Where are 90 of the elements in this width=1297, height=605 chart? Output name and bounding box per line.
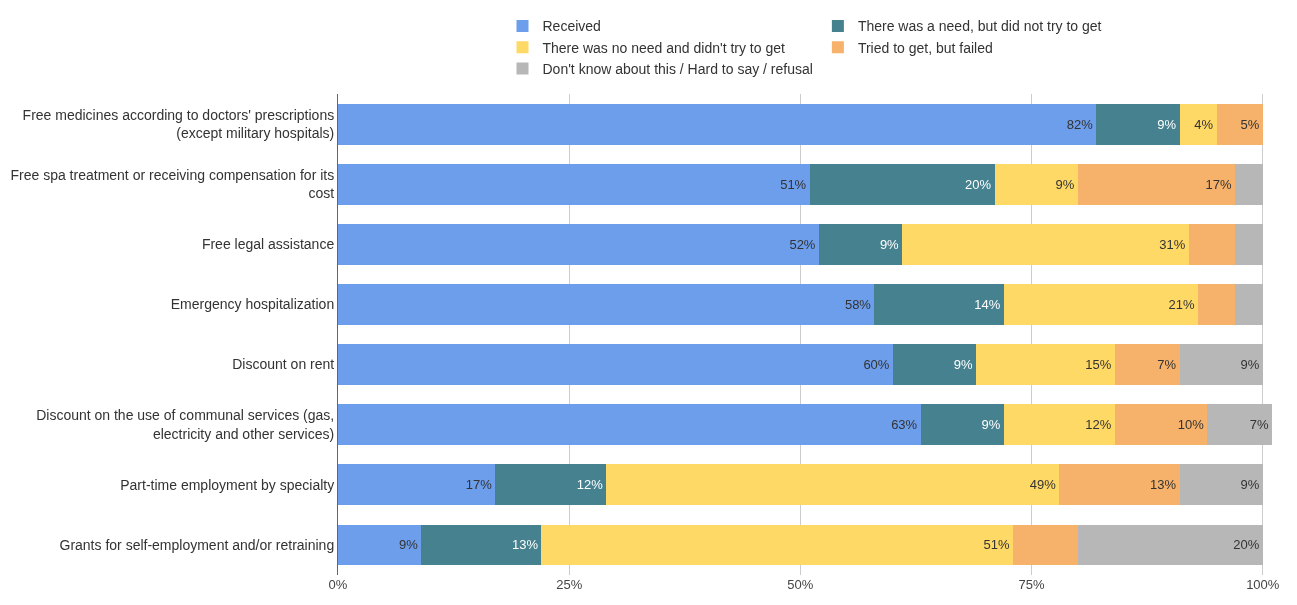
bar [1114,404,1208,446]
bar [338,404,921,446]
x-tick-label: 50% [787,577,814,592]
bar [1207,404,1272,446]
data-label: 12% [1085,417,1112,433]
data-label: 9% [981,417,1001,433]
y-tick-label: Free medicines according to doctors' prescriptions (except military hospitals) [22,106,335,142]
bar [874,284,1004,325]
data-label: 63% [891,417,918,433]
bar [1198,284,1236,325]
bar [338,284,875,325]
data-label: 7% [1249,417,1269,433]
data-label: 4% [1194,116,1214,132]
data-label: 20% [965,176,992,192]
data-label: 13% [1150,477,1177,493]
bar [338,464,496,506]
legend-label: Received [542,18,601,35]
legend-label: There was no need and didn't try to get [542,39,785,56]
data-label: 9% [399,537,419,553]
bar [338,163,810,205]
bar [1179,103,1217,145]
data-label: 9% [1240,357,1260,373]
bar [1077,163,1236,205]
y-tick-label: Part-time employment by specialty [120,476,335,493]
bar [976,344,1115,386]
data-label: 17% [465,477,493,493]
data-label: 21% [1168,296,1196,312]
x-tick-label: 25% [556,577,583,592]
x-tick-label: 75% [1018,577,1045,592]
bar [606,464,1060,506]
bar [1077,524,1263,566]
bar [1114,344,1180,386]
bar [920,404,1004,446]
legend-label: Tried to get, but failed [857,39,993,56]
data-label: 13% [511,537,539,553]
bar [1059,464,1180,506]
bar [1013,524,1078,566]
data-label: 10% [1177,417,1205,433]
y-tick-label: Discount on the use of communal services (gas, electricity and other services) [36,407,335,442]
data-label: 58% [844,296,872,312]
legend-label: There was a need, but did not try to get [857,18,1102,35]
data-label: 52% [789,236,816,252]
bar [1003,284,1199,325]
data-label: 9% [1055,176,1075,192]
y-tick-label: Free legal assistance [201,236,335,253]
x-tick-label: 0% [328,577,348,592]
bar [541,524,1014,566]
bar [994,163,1078,205]
bar [892,344,977,386]
y-tick-label: Grants for self-employment and/or retraining [59,536,335,553]
y-tick-label: Emergency hospitalization [170,296,335,313]
data-label: 15% [1085,357,1112,373]
data-label: 5% [1240,116,1260,132]
data-label: 49% [1029,477,1057,493]
y-tick-label: Free spa treatment or receiving compensation for its cost [10,166,335,202]
bar [1179,464,1263,506]
x-tick-label: 100% [1246,577,1280,592]
data-label: 51% [780,176,807,192]
bar [1096,103,1180,145]
bar [338,103,1097,145]
bar [809,163,995,205]
y-tick-label: Discount on rent [232,356,335,373]
bar [1235,223,1263,265]
data-label: 31% [1159,236,1186,252]
bar [1235,284,1263,325]
bar [1216,103,1263,145]
data-label: 51% [983,537,1011,553]
data-label: 9% [1157,116,1177,132]
bar [902,223,1189,265]
data-label: 20% [1233,537,1260,553]
data-label: 9% [953,357,974,373]
bar [818,223,903,265]
bar [1003,404,1115,446]
legend-label: Don't know about this / Hard to say / refusal [542,60,813,77]
data-label: 14% [974,296,1001,312]
bar [421,524,542,566]
data-label: 7% [1157,357,1177,373]
bar [338,524,422,566]
data-label: 12% [576,477,604,493]
bar [338,223,819,265]
data-label: 9% [879,236,900,252]
data-label: 82% [1066,116,1094,132]
data-label: 17% [1205,176,1233,192]
bar [495,464,607,506]
bar [1235,163,1263,205]
bar [1179,344,1263,386]
data-label: 9% [1240,477,1260,493]
bar [338,344,893,386]
data-label: 60% [863,357,890,373]
bar [1188,223,1236,265]
